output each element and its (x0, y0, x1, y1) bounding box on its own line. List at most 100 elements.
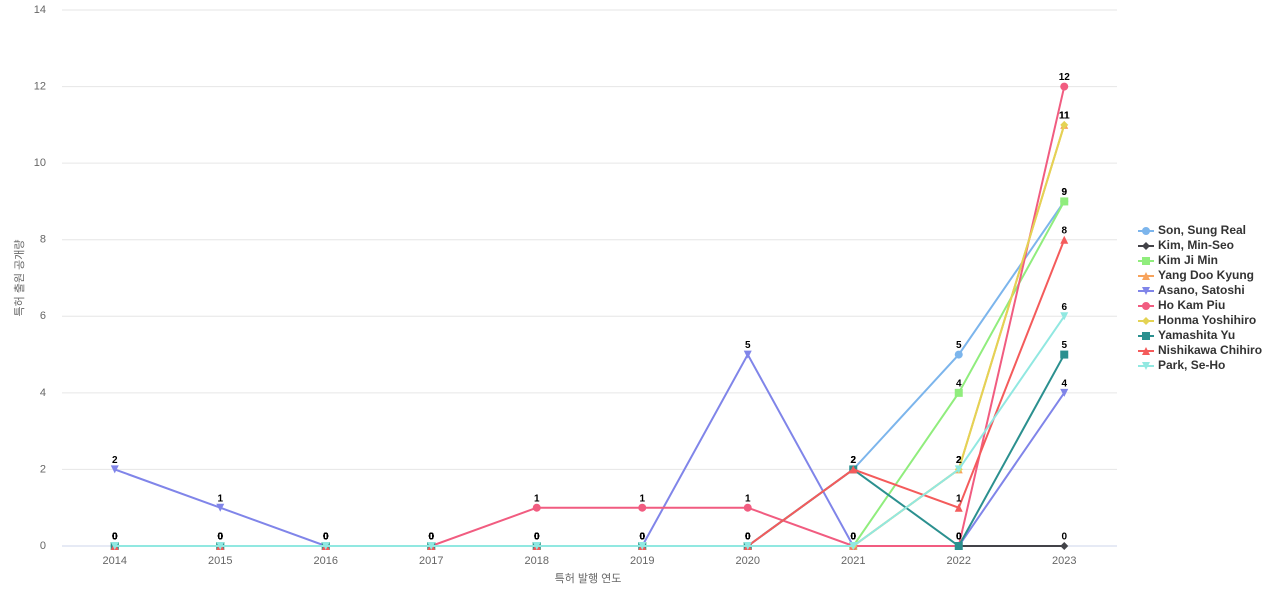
x-tick-label: 2023 (1052, 555, 1076, 567)
data-label: 0 (639, 532, 645, 543)
y-tick-label: 12 (34, 80, 46, 92)
legend-label: Nishikawa Chihiro (1158, 343, 1262, 357)
y-axis-label: 특허 출원 공개량 (13, 240, 26, 317)
point (1060, 312, 1069, 321)
data-label: 1 (639, 493, 645, 504)
data-label: 0 (745, 532, 751, 543)
legend-label: Park, Se-Ho (1158, 358, 1225, 372)
data-label: 0 (217, 532, 223, 543)
data-label: 0 (428, 532, 434, 543)
x-tick-label: 2016 (314, 555, 338, 567)
y-tick-label: 4 (40, 387, 46, 399)
legend-marker (1142, 227, 1150, 235)
data-label: 1 (956, 493, 962, 504)
data-label: 4 (956, 378, 962, 389)
point (743, 503, 752, 512)
point (954, 350, 963, 359)
data-label: 0 (956, 532, 962, 543)
legend-marker (1142, 257, 1150, 265)
data-label: 1 (217, 493, 223, 504)
data-label: 2 (112, 455, 118, 466)
point (849, 542, 858, 550)
point (638, 503, 647, 512)
legend-marker (1142, 272, 1150, 280)
x-tick-label: 2020 (736, 555, 760, 567)
point (1060, 82, 1069, 91)
data-label: 0 (323, 532, 329, 543)
data-label: 0 (428, 532, 434, 543)
data-label: 0 (112, 532, 118, 543)
data-label: 6 (1061, 302, 1067, 313)
data-label: 0 (323, 532, 329, 543)
point (1060, 350, 1069, 359)
point (1060, 388, 1069, 397)
line (114, 124, 1066, 547)
data-label: 4 (1061, 378, 1067, 389)
y-tick-label: 14 (34, 4, 46, 16)
data-label: 0 (323, 532, 329, 543)
point (1060, 197, 1069, 206)
data-label: 0 (850, 532, 856, 543)
data-label: 0 (428, 532, 434, 543)
legend-label: Kim, Min-Seo (1158, 238, 1234, 252)
data-label: 0 (1061, 532, 1067, 543)
x-tick-label: 2014 (103, 555, 127, 567)
point (954, 465, 963, 474)
legend-label: Son, Sung Real (1158, 223, 1246, 237)
data-label: 0 (217, 532, 223, 543)
x-tick-label: 2022 (947, 555, 971, 567)
data-label: 5 (956, 340, 962, 351)
point (743, 350, 752, 359)
data-label: 0 (323, 532, 329, 543)
legend-label: Kim Ji Min (1158, 253, 1218, 267)
data-label: 0 (745, 532, 751, 543)
data-label: 0 (534, 532, 540, 543)
data-label: 5 (745, 340, 751, 351)
data-label: 0 (534, 532, 540, 543)
data-label: 0 (217, 532, 223, 543)
legend-marker (1142, 347, 1150, 355)
point (216, 542, 225, 550)
point (954, 388, 963, 397)
data-label: 0 (217, 532, 223, 543)
data-label: 0 (217, 532, 223, 543)
data-label: 0 (112, 532, 118, 543)
data-label: 0 (639, 532, 645, 543)
data-label: 0 (745, 532, 751, 543)
x-tick-label: 2021 (841, 555, 865, 567)
data-label: 9 (1061, 187, 1067, 198)
y-tick-label: 10 (34, 157, 46, 169)
y-tick-label: 0 (40, 540, 46, 552)
point (954, 542, 963, 550)
legend-marker (1142, 362, 1150, 370)
data-label: 0 (639, 532, 645, 543)
data-label: 0 (745, 532, 751, 543)
data-label: 0 (217, 532, 223, 543)
data-label: 0 (323, 532, 329, 543)
legend-label: Yamashita Yu (1158, 328, 1235, 342)
point (532, 542, 541, 550)
data-label: 0 (323, 532, 329, 543)
point (216, 503, 225, 512)
point (743, 542, 752, 550)
series (110, 197, 1069, 550)
series (110, 120, 1069, 550)
x-tick-label: 2018 (525, 555, 549, 567)
x-tick-label: 2017 (419, 555, 443, 567)
data-label: 0 (850, 532, 856, 543)
data-label: 12 (1059, 72, 1071, 83)
point (638, 542, 647, 550)
point (110, 465, 119, 474)
data-label: 0 (639, 532, 645, 543)
data-label: 0 (112, 532, 118, 543)
data-label: 0 (534, 532, 540, 543)
data-label: 0 (112, 532, 118, 543)
x-axis-label: 특허 발행 연도 (555, 572, 622, 585)
legend-marker (1142, 332, 1150, 340)
data-label: 2 (850, 455, 856, 466)
data-label: 0 (217, 532, 223, 543)
data-label: 0 (428, 532, 434, 543)
data-label: 1 (745, 493, 751, 504)
